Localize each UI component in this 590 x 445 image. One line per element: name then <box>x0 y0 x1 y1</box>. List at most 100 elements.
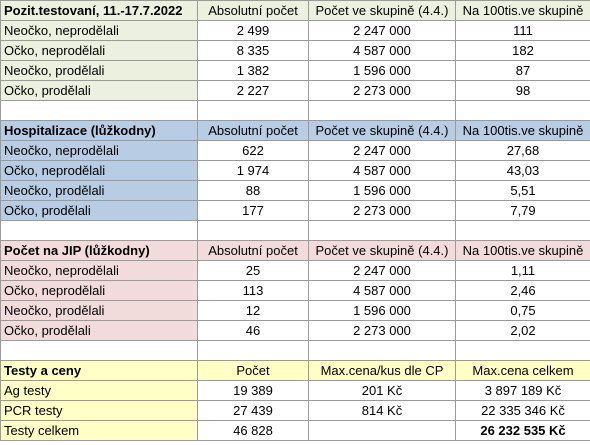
empty-cell[interactable] <box>0 220 198 241</box>
test-count-cell[interactable]: 46 828 <box>197 420 309 441</box>
icu-header-cell-3[interactable]: Na 100tis.ve skupině <box>455 240 590 261</box>
icu-header-cell-0[interactable]: Počet na JIP (lůžkodny) <box>0 240 198 261</box>
per-100k-cell[interactable]: 0,75 <box>455 300 590 321</box>
tested-header-cell-0[interactable]: Pozit.testovaní, 11.-17.7.2022 <box>0 0 198 21</box>
tests-header-cell-2[interactable]: Max.cena/kus dle CP <box>308 360 456 381</box>
unit-price-cell[interactable] <box>308 420 456 441</box>
empty-cell[interactable] <box>455 340 590 361</box>
unit-price-cell[interactable]: 201 Kč <box>308 380 456 401</box>
hospital-header-cell-0[interactable]: Hospitalizace (lůžkodny) <box>0 120 198 141</box>
total-price-cell[interactable]: 22 335 346 Kč <box>455 400 590 421</box>
per-100k-cell[interactable]: 43,03 <box>455 160 590 181</box>
unit-price-cell[interactable]: 814 Kč <box>308 400 456 421</box>
group-size-cell[interactable]: 2 247 000 <box>308 20 456 41</box>
total-price-cell[interactable]: 3 897 189 Kč <box>455 380 590 401</box>
group-size-cell[interactable]: 2 273 000 <box>308 200 456 221</box>
test-count-cell[interactable]: 27 439 <box>197 400 309 421</box>
empty-cell[interactable] <box>197 220 309 241</box>
empty-row <box>0 220 590 241</box>
group-label-cell[interactable]: Očko, neprodělali <box>0 280 198 301</box>
group-size-cell[interactable]: 4 587 000 <box>308 280 456 301</box>
empty-cell[interactable] <box>308 220 456 241</box>
tested-header-cell-3[interactable]: Na 100tis.ve skupině <box>455 0 590 21</box>
per-100k-cell[interactable]: 7,79 <box>455 200 590 221</box>
per-100k-cell[interactable]: 98 <box>455 80 590 101</box>
test-type-cell[interactable]: Ag testy <box>0 380 198 401</box>
test-type-cell[interactable]: PCR testy <box>0 400 198 421</box>
absolute-count-cell[interactable]: 622 <box>197 140 309 161</box>
group-label-cell[interactable]: Očko, prodělali <box>0 320 198 341</box>
table-row: Neočko, neprodělali 2 499 2 247 000 111 <box>0 20 590 41</box>
table-row: Očko, prodělali 46 2 273 000 2,02 <box>0 320 590 341</box>
group-size-cell[interactable]: 2 273 000 <box>308 320 456 341</box>
absolute-count-cell[interactable]: 46 <box>197 320 309 341</box>
per-100k-cell[interactable]: 111 <box>455 20 590 41</box>
absolute-count-cell[interactable]: 25 <box>197 260 309 281</box>
hospital-header-cell-3[interactable]: Na 100tis.ve skupině <box>455 120 590 141</box>
group-label-cell[interactable]: Očko, neprodělali <box>0 160 198 181</box>
table-row: Očko, neprodělali 8 335 4 587 000 182 <box>0 40 590 61</box>
group-size-cell[interactable]: 2 247 000 <box>308 140 456 161</box>
group-size-cell[interactable]: 4 587 000 <box>308 160 456 181</box>
absolute-count-cell[interactable]: 88 <box>197 180 309 201</box>
empty-cell[interactable] <box>197 340 309 361</box>
group-label-cell[interactable]: Neočko, neprodělali <box>0 260 198 281</box>
empty-cell[interactable] <box>0 340 198 361</box>
tests-header-row: Testy a ceny Počet Max.cena/kus dle CP M… <box>0 360 590 381</box>
group-size-cell[interactable]: 1 596 000 <box>308 300 456 321</box>
group-label-cell[interactable]: Neočko, prodělali <box>0 60 198 81</box>
hospital-header-cell-1[interactable]: Absolutní počet <box>197 120 309 141</box>
per-100k-cell[interactable]: 2,46 <box>455 280 590 301</box>
table-row: Ag testy 19 389 201 Kč 3 897 189 Kč <box>0 380 590 401</box>
per-100k-cell[interactable]: 1,11 <box>455 260 590 281</box>
per-100k-cell[interactable]: 2,02 <box>455 320 590 341</box>
absolute-count-cell[interactable]: 8 335 <box>197 40 309 61</box>
absolute-count-cell[interactable]: 177 <box>197 200 309 221</box>
absolute-count-cell[interactable]: 1 382 <box>197 60 309 81</box>
tests-header-cell-1[interactable]: Počet <box>197 360 309 381</box>
group-size-cell[interactable]: 2 247 000 <box>308 260 456 281</box>
table-row: Neočko, prodělali 88 1 596 000 5,51 <box>0 180 590 201</box>
absolute-count-cell[interactable]: 2 227 <box>197 80 309 101</box>
absolute-count-cell[interactable]: 113 <box>197 280 309 301</box>
absolute-count-cell[interactable]: 1 974 <box>197 160 309 181</box>
hospital-header-row: Hospitalizace (lůžkodny) Absolutní počet… <box>0 120 590 141</box>
group-size-cell[interactable]: 2 273 000 <box>308 80 456 101</box>
table-row: Očko, neprodělali 113 4 587 000 2,46 <box>0 280 590 301</box>
group-size-cell[interactable]: 4 587 000 <box>308 40 456 61</box>
group-label-cell[interactable]: Neočko, prodělali <box>0 180 198 201</box>
tested-header-row: Pozit.testovaní, 11.-17.7.2022 Absolutní… <box>0 0 590 21</box>
absolute-count-cell[interactable]: 12 <box>197 300 309 321</box>
hospital-header-cell-2[interactable]: Počet ve skupině (4.4.) <box>308 120 456 141</box>
test-count-cell[interactable]: 19 389 <box>197 380 309 401</box>
tested-header-cell-2[interactable]: Počet ve skupině (4.4.) <box>308 0 456 21</box>
group-size-cell[interactable]: 1 596 000 <box>308 60 456 81</box>
group-label-cell[interactable]: Očko, neprodělali <box>0 40 198 61</box>
tested-header-cell-1[interactable]: Absolutní počet <box>197 0 309 21</box>
group-label-cell[interactable]: Neočko, neprodělali <box>0 20 198 41</box>
empty-cell[interactable] <box>308 340 456 361</box>
empty-cell[interactable] <box>197 100 309 121</box>
table-row: PCR testy 27 439 814 Kč 22 335 346 Kč <box>0 400 590 421</box>
per-100k-cell[interactable]: 5,51 <box>455 180 590 201</box>
group-label-cell[interactable]: Očko, prodělali <box>0 200 198 221</box>
test-type-cell[interactable]: Testy celkem <box>0 420 198 441</box>
group-label-cell[interactable]: Očko, prodělali <box>0 80 198 101</box>
tests-header-cell-0[interactable]: Testy a ceny <box>0 360 198 381</box>
per-100k-cell[interactable]: 87 <box>455 60 590 81</box>
per-100k-cell[interactable]: 182 <box>455 40 590 61</box>
total-price-cell[interactable]: 26 232 535 Kč <box>455 420 590 441</box>
empty-cell[interactable] <box>308 100 456 121</box>
table-row: Neočko, neprodělali 25 2 247 000 1,11 <box>0 260 590 281</box>
icu-header-cell-1[interactable]: Absolutní počet <box>197 240 309 261</box>
empty-cell[interactable] <box>455 100 590 121</box>
absolute-count-cell[interactable]: 2 499 <box>197 20 309 41</box>
icu-header-cell-2[interactable]: Počet ve skupině (4.4.) <box>308 240 456 261</box>
empty-cell[interactable] <box>455 220 590 241</box>
group-size-cell[interactable]: 1 596 000 <box>308 180 456 201</box>
group-label-cell[interactable]: Neočko, prodělali <box>0 300 198 321</box>
tests-header-cell-3[interactable]: Max.cena celkem <box>455 360 590 381</box>
per-100k-cell[interactable]: 27,68 <box>455 140 590 161</box>
empty-cell[interactable] <box>0 100 198 121</box>
group-label-cell[interactable]: Neočko, neprodělali <box>0 140 198 161</box>
